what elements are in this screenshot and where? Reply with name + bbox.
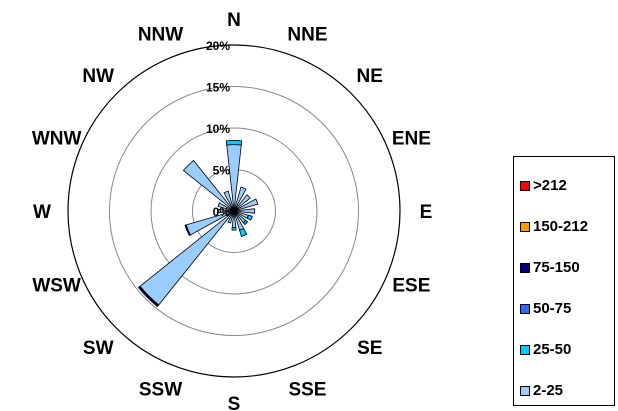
petal-WSW-75-150 [184,224,191,237]
direction-label-ENE: ENE [392,129,431,150]
ring-20 [67,44,401,378]
petal-NE-2-25 [233,194,251,212]
direction-labels: N NNE NE ENE E ESE SE SSE S SSW SW WSW W WNW NW NNW [32,10,433,411]
legend-label: 75-150 [533,259,580,276]
legend-item: >212 [520,177,567,194]
petal-SSW-2-25 [227,210,235,224]
legend-label: 25-50 [533,341,572,358]
direction-label-SW: SW [83,338,114,359]
direction-label-SE: SE [357,338,382,359]
petal-E-2-25 [233,208,256,214]
ring-10 [150,127,318,295]
legend-swatch [520,221,530,232]
direction-label-NW: NW [82,66,114,87]
legend-swatch [520,262,530,273]
direction-label-SSW: SSW [139,379,182,400]
petal-N-25-50 [225,140,243,146]
legend-swatch [520,303,530,314]
direction-label-NNE: NNE [287,25,327,46]
petal-SSE-25-50 [239,227,248,238]
petal-NW-2-25 [182,159,235,212]
petal-W-2-25 [216,208,235,214]
legend-swatch [520,180,530,191]
legend-label: 150-212 [533,218,589,235]
petal-SW-75-150 [137,286,159,308]
direction-label-N: N [227,10,241,31]
legend-label: >212 [533,177,567,194]
direction-label-SSE: SSE [288,379,326,400]
petal-S-25-50 [231,227,237,231]
legend-item: 150-212 [520,218,588,235]
direction-label-W: W [33,202,51,223]
ring-label-0: 0% [213,205,231,219]
legend-swatch [520,385,530,396]
legend: >212 150-212 75-150 50-75 25-50 2-25 [513,156,615,406]
petal-WNW-2-25 [217,202,235,212]
legend-item: 75-150 [520,259,580,276]
direction-label-WSW: WSW [32,275,81,296]
wind-petals [137,140,259,308]
petal-ESE-25-50 [246,214,253,221]
ring-labels: 0% 5% 10% 15% 20% [206,39,230,219]
ring-label-20: 20% [206,39,230,53]
direction-label-NE: NE [357,66,383,87]
petal-ENE-2-25 [233,198,259,212]
ring-label-10: 10% [206,122,230,136]
petal-NNE-2-25 [233,186,247,212]
legend-item: 50-75 [520,300,571,317]
ring-label-5: 5% [213,164,231,178]
legend-item: 2-25 [520,382,563,399]
legend-label: 2-25 [533,382,564,399]
wind-rose-chart: 0% 5% 10% 15% 20% N NNE NE ENE E ESE SE SSE S SSW SW WS… [32,10,433,411]
legend-item: 25-50 [520,341,571,358]
direction-label-WNW: WNW [32,129,82,150]
legend-swatch [520,344,530,355]
direction-label-ESE: ESE [392,275,430,296]
ring-label-15: 15% [206,81,230,95]
direction-label-NNW: NNW [138,25,183,46]
petal-NNW-2-25 [223,190,235,212]
direction-label-E: E [420,202,433,223]
petal-SE-25-50 [242,219,249,226]
ring-15 [109,86,359,336]
radial-rings [67,44,401,378]
legend-label: 50-75 [533,300,572,317]
direction-label-S: S [228,394,241,411]
